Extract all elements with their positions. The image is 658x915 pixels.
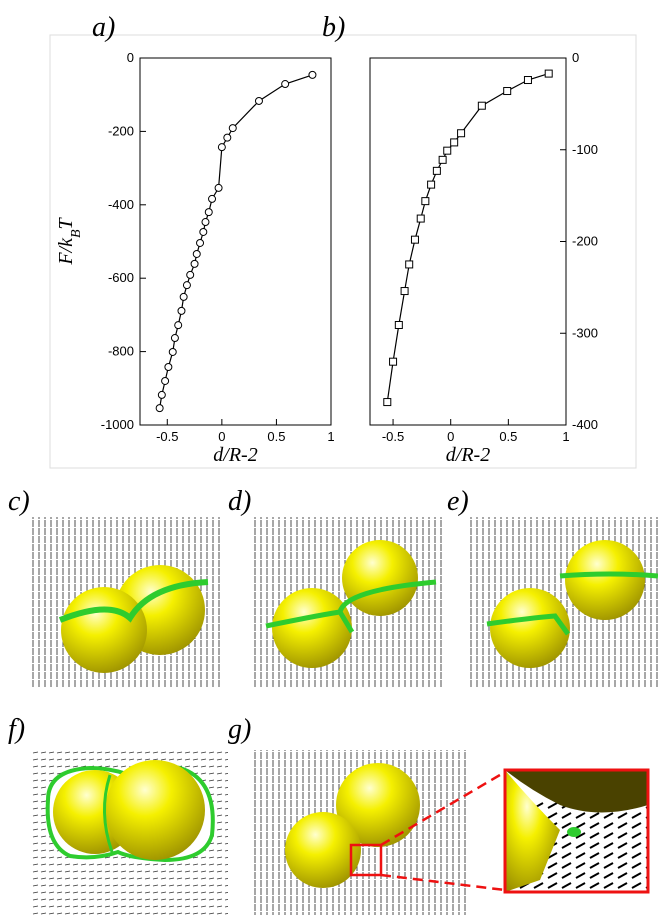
y-tick-label: -1000 [101, 417, 134, 432]
panel-g [250, 750, 650, 915]
y-tick-label: -100 [572, 142, 598, 157]
marker [161, 376, 170, 385]
marker [503, 87, 512, 96]
y-tick-label: -400 [108, 197, 134, 212]
marker [421, 197, 430, 206]
marker [443, 146, 452, 155]
panel-label: d) [228, 486, 251, 517]
panel-label: e) [447, 486, 469, 517]
y-tick-label: -300 [572, 325, 598, 340]
chart-frame [49, 34, 637, 469]
marker [214, 183, 223, 192]
marker [457, 129, 466, 138]
marker [204, 208, 213, 217]
marker [179, 292, 188, 301]
x-tick-label: -0.5 [382, 429, 404, 444]
x-axis-label: d/R-2 [213, 444, 257, 466]
marker [405, 260, 414, 269]
marker [523, 76, 532, 85]
y-tick-label: -200 [572, 234, 598, 249]
marker [394, 320, 403, 329]
marker [199, 227, 208, 236]
marker [177, 306, 186, 315]
y-axis-label: F/kBT [55, 216, 84, 265]
marker [217, 143, 226, 152]
marker [190, 259, 199, 268]
y-tick-label: -600 [108, 270, 134, 285]
panel-label: c) [8, 486, 30, 517]
marker [168, 347, 177, 356]
marker [432, 166, 441, 175]
marker [201, 218, 210, 227]
marker [174, 321, 183, 330]
marker [438, 155, 447, 164]
marker [400, 287, 409, 296]
marker [208, 194, 217, 203]
marker [544, 69, 553, 78]
panel-f [30, 750, 228, 915]
marker [164, 363, 173, 372]
panel-d [250, 517, 442, 688]
plot-area [139, 57, 332, 426]
panel-c [30, 517, 222, 688]
marker [182, 281, 191, 290]
marker [427, 180, 436, 189]
y-axis-label-part: F/k [55, 237, 77, 266]
marker [383, 398, 392, 407]
panel-label: b) [322, 12, 345, 43]
marker [410, 235, 419, 244]
x-tick-label: 0 [218, 429, 225, 444]
marker [389, 357, 398, 366]
x-tick-label: 0.5 [267, 429, 285, 444]
panel-label: a) [92, 12, 115, 43]
marker [157, 390, 166, 399]
marker [155, 404, 164, 413]
marker [186, 270, 195, 279]
marker [223, 133, 232, 142]
x-axis-label: d/R-2 [446, 444, 490, 466]
x-tick-label: 0.5 [499, 429, 517, 444]
marker [228, 124, 237, 133]
marker [192, 249, 201, 258]
y-tick-label: -800 [108, 344, 134, 359]
marker [416, 214, 425, 223]
panel-e [468, 517, 658, 688]
y-tick-label: 0 [572, 50, 579, 65]
marker [308, 70, 317, 79]
marker [281, 80, 290, 89]
y-axis-label-part: B [69, 229, 84, 238]
marker [254, 96, 263, 105]
marker [170, 334, 179, 343]
y-tick-label: -200 [108, 123, 134, 138]
panel-label: f) [8, 714, 25, 745]
x-tick-label: 1 [562, 429, 569, 444]
y-tick-label: 0 [127, 50, 134, 65]
y-axis-label-part: T [55, 216, 77, 229]
y-tick-label: -400 [572, 417, 598, 432]
marker [196, 238, 205, 247]
data-line [386, 73, 549, 403]
x-tick-label: -0.5 [156, 429, 178, 444]
panel-label: g) [228, 714, 251, 745]
x-tick-label: 1 [327, 429, 334, 444]
x-tick-label: 0 [447, 429, 454, 444]
marker [477, 101, 486, 110]
marker [450, 138, 459, 147]
